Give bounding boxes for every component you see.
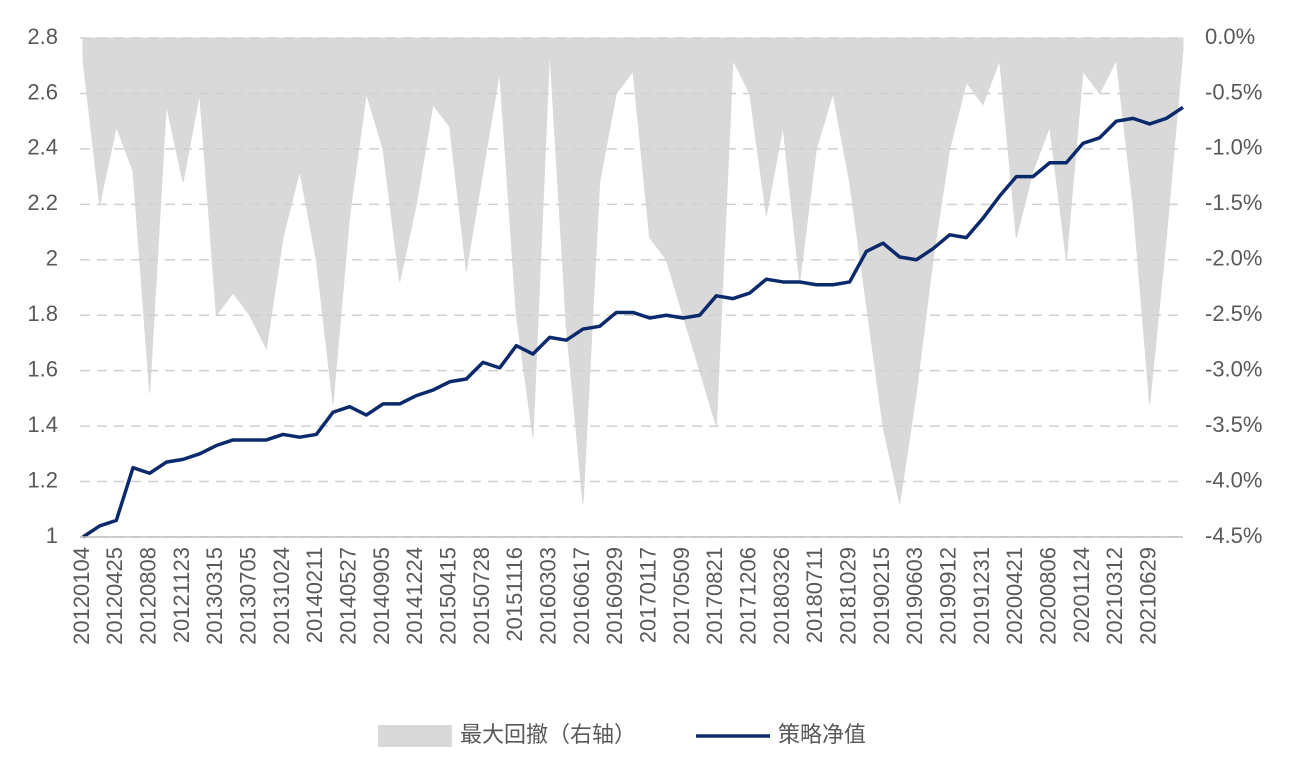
y2-tick-label: 0.0% <box>1205 24 1255 49</box>
x-tick-label: 20151116 <box>502 547 527 642</box>
y2-tick-label: -3.5% <box>1205 412 1262 437</box>
x-tick-label: 20190215 <box>869 547 894 645</box>
y-tick-label: 2.4 <box>27 135 58 160</box>
x-tick-label: 20170821 <box>702 547 727 645</box>
x-tick-label: 20201124 <box>1069 547 1094 643</box>
y-tick-label: 2.6 <box>27 79 58 104</box>
y-tick-label: 1.2 <box>27 467 58 492</box>
y-tick-label: 1.4 <box>27 412 58 437</box>
x-tick-label: 20200806 <box>1035 547 1060 645</box>
x-tick-label: 20180711 <box>802 547 827 643</box>
x-tick-label: 20170117 <box>635 547 660 643</box>
x-tick-label: 20170509 <box>669 547 694 645</box>
y2-tick-label: -2.0% <box>1205 246 1262 271</box>
y-tick-label: 1.6 <box>27 356 58 381</box>
x-tick-label: 20210312 <box>1102 547 1127 645</box>
y-tick-label: 1 <box>46 523 58 548</box>
x-tick-label: 20200421 <box>1002 547 1027 645</box>
y-tick-label: 1.8 <box>27 301 58 326</box>
x-tick-label: 20140211 <box>302 547 327 643</box>
x-tick-label: 20150415 <box>435 547 460 645</box>
x-tick-label: 20210629 <box>1135 547 1160 645</box>
y2-tick-label: -2.5% <box>1205 301 1262 326</box>
x-tick-label: 20160929 <box>602 547 627 645</box>
drawdown-area <box>82 37 1184 504</box>
x-tick-label: 20130705 <box>235 547 260 645</box>
x-tick-label: 20141224 <box>402 547 427 645</box>
x-tick-label: 20160617 <box>569 547 594 645</box>
x-tick-label: 20160303 <box>535 547 560 645</box>
y2-tick-label: -4.5% <box>1205 523 1262 548</box>
x-tick-label: 20130315 <box>202 547 227 645</box>
y2-tick-label: -1.0% <box>1205 135 1262 160</box>
y-tick-label: 2 <box>46 246 58 271</box>
x-tick-label: 20191231 <box>969 547 994 645</box>
y2-tick-label: -0.5% <box>1205 79 1262 104</box>
x-tick-label: 20150728 <box>469 547 494 645</box>
y2-tick-label: -3.0% <box>1205 356 1262 381</box>
y2-tick-label: -1.5% <box>1205 190 1262 215</box>
x-tick-label: 20120808 <box>135 547 160 645</box>
y-tick-label: 2.8 <box>27 24 58 49</box>
y2-tick-label: -4.0% <box>1205 467 1262 492</box>
x-tick-label: 20180326 <box>769 547 794 645</box>
y-tick-label: 2.2 <box>27 190 58 215</box>
legend-swatch <box>378 725 452 747</box>
x-tick-label: 20181029 <box>835 547 860 645</box>
x-tick-label: 20120104 <box>69 547 94 645</box>
x-tick-label: 20190912 <box>935 547 960 645</box>
x-tick-label: 20121123 <box>169 547 194 643</box>
x-tick-label: 20171206 <box>735 547 760 645</box>
x-tick-label: 20131024 <box>269 547 294 645</box>
x-tick-label: 20140527 <box>335 547 360 645</box>
nav-line <box>82 105 1184 539</box>
x-tick-label: 20190603 <box>902 547 927 645</box>
x-tick-label: 20140905 <box>369 547 394 645</box>
legend-label: 最大回撤（右轴） <box>460 722 636 747</box>
x-tick-label: 20120425 <box>102 547 127 645</box>
legend-label: 策略净值 <box>778 722 866 747</box>
